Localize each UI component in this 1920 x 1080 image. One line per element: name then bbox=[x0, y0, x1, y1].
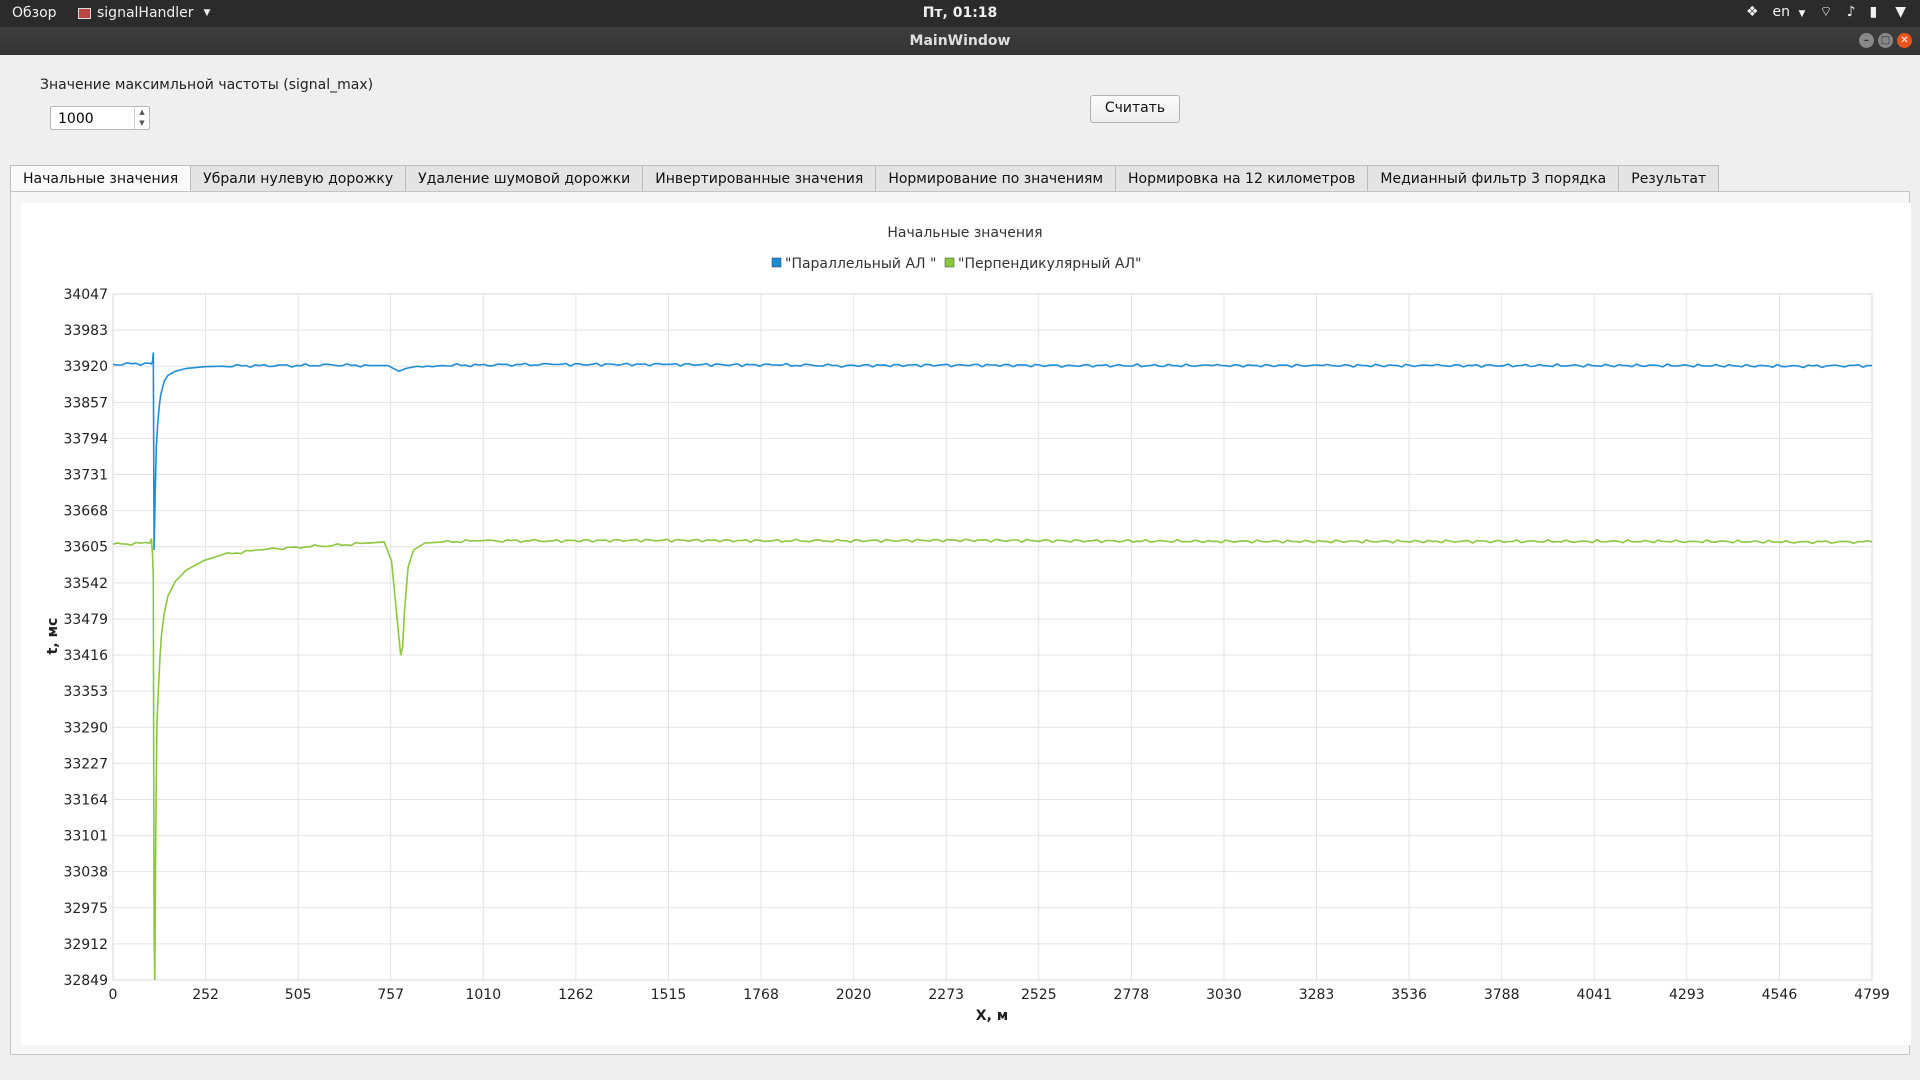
x-tick-label: 1262 bbox=[558, 987, 594, 1003]
signal-max-input[interactable] bbox=[56, 108, 136, 130]
x-tick-label: 2020 bbox=[836, 987, 872, 1003]
x-tick-label: 2778 bbox=[1114, 987, 1150, 1003]
x-tick-label: 252 bbox=[192, 987, 219, 1003]
x-tick-label: 3283 bbox=[1299, 987, 1335, 1003]
y-tick-label: 33101 bbox=[63, 829, 108, 845]
y-tick-label: 33668 bbox=[63, 504, 108, 520]
chevron-down-icon: ▼ bbox=[1798, 9, 1806, 19]
x-axis-ticks: 0 252 505 757 1010 1262 1515 1768 2020 2273 2525 27… bbox=[109, 987, 1890, 1003]
y-axis-label: t, мс bbox=[45, 618, 61, 655]
y-tick-label: 33983 bbox=[63, 323, 108, 339]
y-tick-label: 33731 bbox=[63, 468, 108, 484]
legend-label-perpendicular: "Перпендикулярный АЛ" bbox=[958, 256, 1141, 272]
series-line-parallel bbox=[112, 352, 1872, 551]
y-tick-label: 33479 bbox=[63, 612, 108, 628]
x-tick-label: 4546 bbox=[1762, 987, 1798, 1003]
x-axis-label: X, м bbox=[976, 1008, 1008, 1024]
y-tick-label: 33227 bbox=[63, 756, 108, 772]
x-tick-label: 3030 bbox=[1206, 987, 1242, 1003]
system-tray: ❖ en ▼ ⌔ ♪ ▮ ▼ bbox=[1746, 3, 1906, 21]
series-line-perpendicular bbox=[112, 538, 1873, 981]
x-tick-label: 3536 bbox=[1391, 987, 1427, 1003]
y-tick-label: 34047 bbox=[63, 287, 108, 303]
app-menu-label: signalHandler bbox=[97, 5, 194, 21]
y-tick-label: 32849 bbox=[63, 973, 108, 989]
window-title: MainWindow bbox=[909, 33, 1011, 49]
x-tick-label: 3788 bbox=[1484, 987, 1520, 1003]
tab-bar: Начальные значения Убрали нулевую дорожк… bbox=[10, 165, 1720, 194]
y-tick-label: 32975 bbox=[63, 901, 108, 917]
y-tick-label: 33605 bbox=[63, 540, 108, 556]
y-tick-label: 33164 bbox=[63, 792, 108, 808]
y-tick-label: 32912 bbox=[63, 937, 108, 953]
wifi-icon[interactable]: ⌔ bbox=[1819, 4, 1833, 20]
y-tick-label: 33857 bbox=[63, 395, 108, 411]
y-tick-label: 33353 bbox=[63, 684, 108, 700]
chart-grid bbox=[112, 293, 1873, 981]
x-tick-label: 757 bbox=[377, 987, 404, 1003]
y-tick-label: 33794 bbox=[63, 431, 108, 447]
signal-max-label: Значение максимльной частоты (signal_max… bbox=[40, 77, 374, 93]
y-tick-label: 33290 bbox=[63, 720, 108, 736]
x-tick-label: 2273 bbox=[928, 987, 964, 1003]
spin-down-icon[interactable]: ▼ bbox=[139, 119, 145, 127]
battery-icon[interactable]: ▮ bbox=[1869, 4, 1878, 20]
app-menu[interactable]: signalHandler ▼ bbox=[78, 5, 210, 21]
close-button[interactable]: ✕ bbox=[1897, 33, 1912, 48]
legend-label-parallel: "Параллельный АЛ " bbox=[785, 256, 936, 272]
system-top-bar: Обзор signalHandler ▼ Пт, 01:18 ❖ en ▼ ⌔… bbox=[0, 0, 1920, 27]
tab-result[interactable]: Результат bbox=[1619, 165, 1720, 193]
legend-swatch-perpendicular bbox=[944, 257, 955, 268]
x-tick-label: 1768 bbox=[743, 987, 779, 1003]
chart-area bbox=[21, 203, 1911, 1045]
x-tick-label: 4041 bbox=[1576, 987, 1612, 1003]
maximize-button[interactable]: □ bbox=[1878, 33, 1893, 48]
y-axis-ticks: 34047 33983 33920 33857 33794 33731 33668 33605… bbox=[63, 287, 108, 989]
window-title-bar: MainWindow – □ ✕ bbox=[0, 27, 1920, 55]
tab-zero-track-removed[interactable]: Убрали нулевую дорожку bbox=[191, 165, 407, 193]
x-tick-label: 1515 bbox=[651, 987, 687, 1003]
legend: "Параллельный АЛ " "Перпендикулярный АЛ" bbox=[771, 256, 1141, 272]
calculate-button[interactable]: Считать bbox=[1090, 95, 1180, 123]
plot-frame bbox=[112, 293, 1873, 981]
x-tick-label: 0 bbox=[109, 987, 118, 1003]
tab-median-filter[interactable]: Медианный фильтр 3 порядка bbox=[1368, 165, 1620, 193]
app-icon bbox=[78, 7, 91, 19]
chart-series bbox=[112, 352, 1873, 981]
spin-up-icon[interactable]: ▲ bbox=[139, 108, 145, 116]
tab-value-normalization[interactable]: Нормирование по значениям bbox=[876, 165, 1117, 193]
tab-inverted-values[interactable]: Инвертированные значения bbox=[643, 165, 877, 193]
minimize-button[interactable]: – bbox=[1859, 33, 1874, 48]
x-tick-label: 4293 bbox=[1669, 987, 1705, 1003]
x-tick-label: 1010 bbox=[465, 987, 501, 1003]
keyboard-layout-indicator[interactable]: en ▼ bbox=[1773, 4, 1806, 20]
chevron-down-icon: ▼ bbox=[203, 8, 211, 18]
tab-12km-normalization[interactable]: Нормировка на 12 километров bbox=[1116, 165, 1369, 193]
tab-initial-values[interactable]: Начальные значения bbox=[10, 165, 192, 194]
volume-icon[interactable]: ♪ bbox=[1846, 4, 1856, 20]
chevron-down-icon[interactable]: ▼ bbox=[1895, 4, 1906, 20]
chart-title: Начальные значения bbox=[887, 225, 1042, 241]
y-tick-label: 33416 bbox=[63, 648, 108, 664]
x-tick-label: 4799 bbox=[1854, 987, 1890, 1003]
tab-noise-track-removal[interactable]: Удаление шумовой дорожки bbox=[406, 165, 644, 193]
activities-button[interactable]: Обзор bbox=[12, 5, 57, 21]
dropbox-icon[interactable]: ❖ bbox=[1745, 4, 1759, 20]
y-tick-label: 33542 bbox=[63, 576, 108, 592]
signal-max-spinbox[interactable]: ▲ ▼ bbox=[50, 106, 150, 130]
x-tick-label: 505 bbox=[285, 987, 312, 1003]
language-label: en bbox=[1772, 4, 1791, 20]
y-tick-label: 33038 bbox=[63, 865, 108, 881]
y-tick-label: 33920 bbox=[63, 359, 108, 375]
x-tick-label: 2525 bbox=[1021, 987, 1057, 1003]
legend-swatch-parallel bbox=[771, 257, 782, 268]
